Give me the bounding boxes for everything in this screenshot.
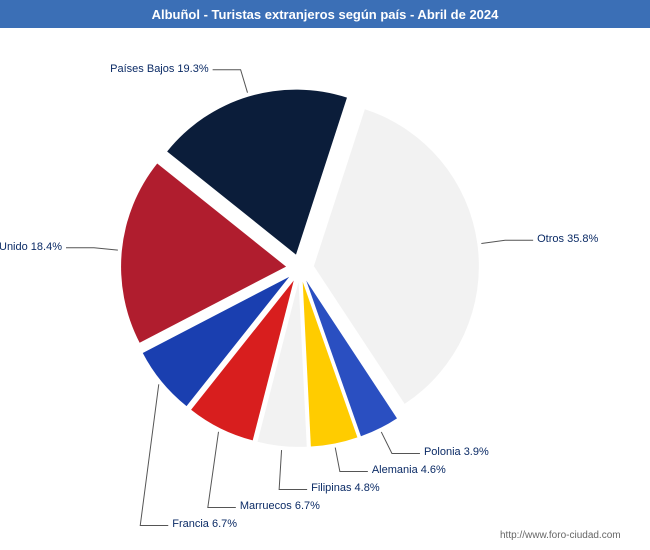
pie-label-marruecos: Marruecos 6.7% (240, 500, 320, 512)
pie-chart (0, 28, 650, 550)
pie-label-polonia: Polonia 3.9% (424, 446, 489, 458)
pie-label-otros: Otros 35.8% (537, 233, 598, 245)
pie-label-alemania: Alemania 4.6% (372, 464, 446, 476)
pie-label-reino-unido: Reino Unido 18.4% (0, 241, 62, 253)
chart-title: Albuñol - Turistas extranjeros según paí… (0, 0, 650, 28)
chart-area: Otros 35.8% Polonia 3.9% Alemania 4.6% Fili… (0, 28, 650, 550)
pie-label-filipinas: Filipinas 4.8% (311, 482, 379, 494)
pie-label-países-bajos: Países Bajos 19.3% (110, 63, 208, 75)
source-url: http://www.foro-ciudad.com (500, 530, 621, 541)
pie-label-francia: Francia 6.7% (172, 518, 237, 530)
chart-title-text: Albuñol - Turistas extranjeros según paí… (152, 7, 499, 22)
